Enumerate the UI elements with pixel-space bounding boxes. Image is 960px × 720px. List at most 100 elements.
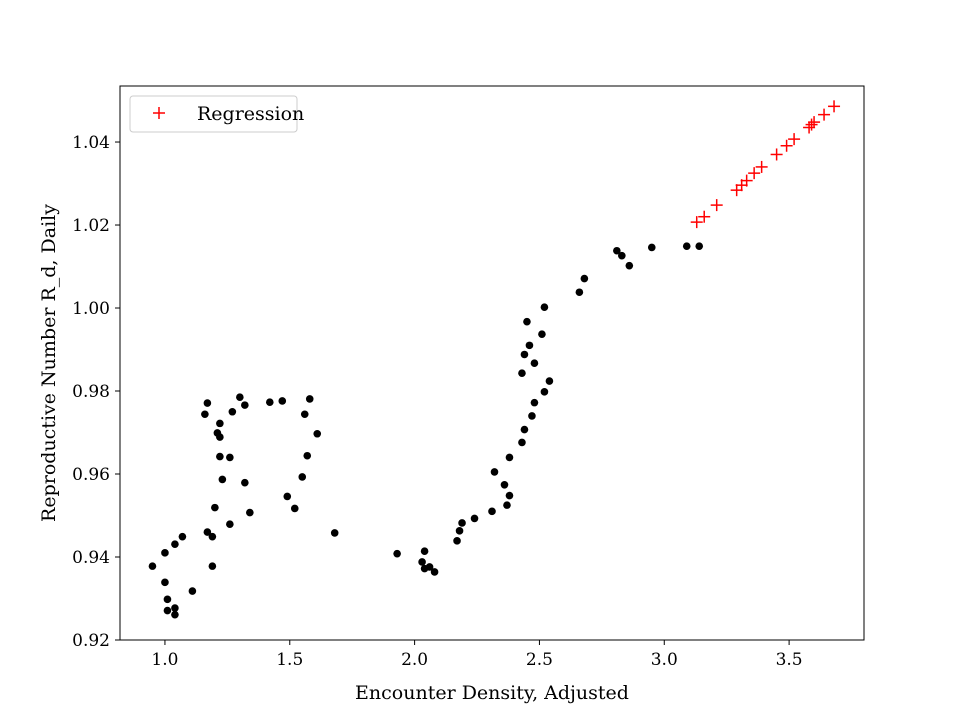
data-point — [647, 243, 656, 252]
data-point — [216, 433, 224, 441]
data-point — [393, 549, 401, 558]
data-point — [298, 473, 307, 481]
regression-point — [770, 148, 783, 161]
data-point — [520, 350, 529, 359]
data-point — [178, 532, 187, 541]
regression-point — [803, 121, 816, 134]
data-point — [148, 562, 157, 570]
data-point — [625, 261, 634, 270]
data-point — [430, 568, 439, 576]
data-point — [523, 317, 531, 326]
data-point — [300, 410, 309, 419]
data-point — [218, 475, 227, 484]
data-point — [418, 558, 426, 566]
regression-point — [710, 199, 723, 212]
data-point — [203, 528, 212, 536]
regression-point — [755, 160, 768, 173]
x-tick-label: 3.5 — [776, 650, 803, 670]
data-point — [290, 504, 299, 513]
data-point — [236, 393, 244, 402]
data-point — [216, 452, 224, 461]
regression-point — [780, 139, 793, 152]
data-point — [518, 438, 526, 447]
data-point — [575, 288, 584, 297]
y-axis-label: Reproductive Number R_d, Daily — [38, 204, 60, 522]
data-point — [540, 388, 549, 396]
x-tick-label: 2.0 — [401, 650, 428, 670]
data-point — [618, 251, 626, 260]
x-tick-label: 3.0 — [651, 650, 678, 670]
data-point — [163, 595, 172, 604]
data-point — [278, 397, 287, 405]
data-point — [171, 610, 179, 619]
plot-frame — [119, 85, 865, 641]
data-point — [505, 453, 514, 462]
axis-ticks: 1.0 1.5 2.0 2.5 3.0 3.5 0.92 0.94 0.96 0.98 1.00 1.… — [72, 133, 802, 670]
data-point — [161, 549, 169, 557]
data-point — [518, 369, 526, 377]
data-point — [228, 407, 237, 416]
data-point — [538, 330, 546, 338]
data-point — [528, 412, 536, 420]
data-point — [265, 398, 274, 407]
data-point — [216, 419, 224, 428]
data-point — [313, 429, 322, 438]
data-point — [246, 508, 254, 517]
y-tick-label: 0.94 — [72, 548, 110, 568]
data-point — [500, 480, 509, 489]
y-tick-label: 1.00 — [72, 299, 110, 319]
data-point — [330, 529, 339, 537]
data-point — [580, 274, 589, 283]
x-tick-label: 2.5 — [526, 650, 553, 670]
data-point — [203, 399, 212, 407]
data-point — [163, 606, 172, 615]
y-tick-label: 0.96 — [72, 465, 110, 485]
data-point — [545, 377, 554, 385]
regression-point — [818, 108, 831, 121]
data-point — [161, 578, 169, 587]
y-tick-label: 1.04 — [72, 133, 110, 153]
data-point — [490, 468, 499, 476]
data-point — [241, 401, 249, 409]
data-point — [453, 537, 461, 545]
legend-box — [129, 95, 298, 133]
data-point — [208, 532, 217, 541]
x-tick-label: 1.0 — [151, 650, 178, 670]
regression-point — [828, 100, 841, 113]
regression-point — [788, 133, 801, 146]
regression-point — [740, 174, 753, 187]
data-point — [171, 604, 179, 612]
regression-point — [808, 116, 821, 129]
data-point — [211, 503, 219, 512]
data-point — [695, 242, 704, 250]
data-point — [420, 547, 429, 555]
y-tick-label: 0.92 — [72, 631, 110, 651]
data-point — [188, 587, 197, 595]
y-tick-label: 0.98 — [72, 382, 110, 402]
regression-point — [690, 216, 703, 229]
data-point — [283, 492, 292, 501]
legend-marker-plus — [153, 107, 165, 119]
data-point — [226, 520, 234, 529]
data-point — [488, 507, 496, 516]
data-point — [530, 359, 539, 368]
x-tick-label: 1.5 — [276, 650, 303, 670]
legend-label-regression: Regression — [197, 103, 304, 125]
regression-point — [730, 184, 743, 197]
data-point — [613, 246, 621, 255]
data-point — [303, 451, 312, 460]
chart-marks — [148, 100, 841, 619]
data-point — [503, 501, 511, 509]
regression-point — [748, 167, 761, 180]
x-axis-label: Encounter Density, Adjusted — [355, 682, 629, 704]
data-point — [530, 398, 539, 407]
data-point — [540, 303, 549, 311]
legend: Regression — [129, 95, 304, 133]
data-point — [505, 491, 514, 500]
regression-point — [698, 210, 711, 223]
regression-point — [805, 118, 818, 131]
data-point — [520, 425, 529, 434]
data-point — [305, 395, 314, 403]
data-point — [425, 563, 434, 571]
